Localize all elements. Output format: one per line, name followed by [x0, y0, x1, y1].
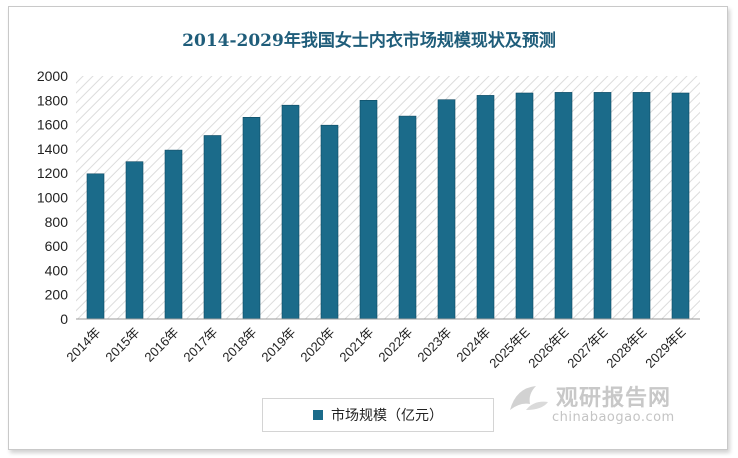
y-tick-label: 0 — [60, 311, 68, 327]
legend-swatch — [313, 410, 323, 420]
bar — [632, 92, 651, 320]
bar — [398, 115, 417, 320]
x-tick-label: 2025年E — [486, 324, 533, 371]
x-tick-label: 2023年 — [414, 325, 454, 365]
bar-series — [86, 92, 690, 320]
x-axis: 2014年2015年2016年2017年2018年2019年2020年2021年… — [63, 324, 688, 371]
bar — [554, 92, 573, 320]
bar — [476, 95, 495, 320]
y-tick-label: 2000 — [37, 68, 68, 84]
x-tick-label: 2014年 — [63, 325, 103, 365]
x-tick-label: 2029年E — [642, 324, 689, 371]
y-tick-label: 1400 — [37, 141, 68, 157]
y-tick-label: 1800 — [37, 92, 68, 108]
x-tick-label: 2022年 — [375, 325, 415, 365]
legend: 市场规模（亿元） — [262, 398, 494, 432]
y-tick-label: 1000 — [37, 190, 68, 206]
x-tick-label: 2026年E — [525, 324, 572, 371]
x-tick-label: 2015年 — [102, 325, 142, 365]
bar — [671, 92, 690, 320]
bar — [437, 99, 456, 320]
bar — [164, 149, 183, 320]
x-tick-label: 2020年 — [297, 325, 337, 365]
chart-title: 2014-2029年我国女士内衣市场规模现状及预测 — [182, 31, 556, 51]
y-tick-label: 800 — [45, 214, 69, 230]
bar — [203, 135, 222, 320]
x-tick-label: 2027年E — [564, 324, 611, 371]
x-tick-label: 2016年 — [141, 325, 181, 365]
legend-label: 市场规模（亿元） — [331, 408, 443, 424]
x-tick-label: 2017年 — [180, 325, 220, 365]
y-tick-label: 600 — [45, 238, 69, 254]
bar — [125, 161, 144, 320]
watermark-logo-icon — [510, 386, 548, 410]
x-tick-label: 2028年E — [603, 324, 650, 371]
watermark-en: chinabaogao.com — [552, 410, 675, 425]
bar — [86, 173, 105, 320]
y-tick-label: 1200 — [37, 165, 68, 181]
y-tick-label: 1600 — [37, 117, 68, 133]
bar — [359, 100, 378, 320]
x-tick-label: 2018年 — [219, 325, 259, 365]
bar — [593, 92, 612, 320]
x-tick-label: 2019年 — [258, 325, 298, 365]
watermark: 观研报告网 chinabaogao.com — [506, 376, 696, 436]
y-tick-label: 200 — [45, 287, 69, 303]
bar — [242, 117, 261, 320]
y-tick-label: 400 — [45, 262, 69, 278]
y-axis: 0 200 400 600 800 1000 1200 1400 1600 1800 2000 — [37, 68, 68, 327]
bar — [515, 92, 534, 320]
bar — [281, 104, 300, 320]
watermark-cn: 观研报告网 — [556, 386, 672, 411]
x-tick-label: 2021年 — [336, 325, 376, 365]
bar — [320, 124, 339, 320]
